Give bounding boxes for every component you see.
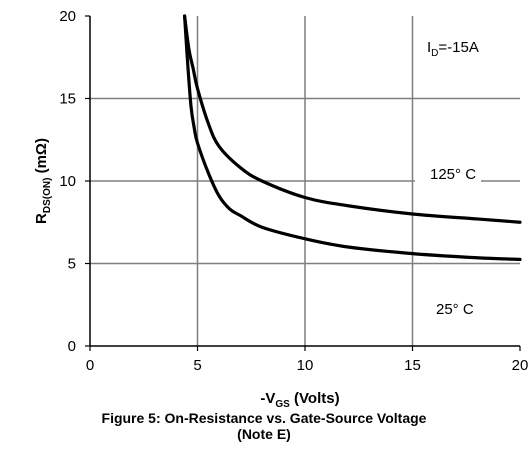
y-axis-title-sub: DS(ON)	[42, 178, 53, 214]
x-tick-label: 15	[404, 357, 421, 374]
y-tick-label: 15	[59, 91, 76, 108]
x-tick-label: 20	[512, 357, 528, 374]
x-tick-label: 10	[297, 357, 314, 374]
y-tick-label: 10	[59, 173, 76, 190]
y-axis-title-unit: (mΩ)	[33, 138, 50, 178]
current-annotation-letter: I	[427, 39, 431, 56]
current-annotation: ID=-15A	[427, 39, 479, 59]
y-tick-label: 0	[68, 338, 76, 355]
y-tick-label: 20	[59, 8, 76, 25]
figure-caption-line-2: (Note E)	[237, 426, 291, 442]
x-axis-title-unit: (Volts)	[290, 390, 340, 407]
series-line-125c	[183, 14, 522, 224]
current-annotation-value: =-15A	[438, 39, 478, 56]
series-layer	[183, 14, 522, 261]
y-tick-label: 5	[68, 256, 76, 273]
x-axis-title-sub: GS	[275, 399, 290, 410]
y-axis-title: RDS(ON) (mΩ)	[33, 138, 53, 224]
label-125c-background	[415, 163, 481, 185]
grid-layer	[89, 16, 520, 347]
tick-layer: 0 5 10 15 20 0 5 10 15 20	[59, 8, 528, 374]
series-label-125c: 125° C	[430, 166, 476, 183]
x-axis-title: -VGS (Volts)	[260, 390, 339, 410]
series-line-25c	[183, 14, 522, 261]
series-label-25c: 25° C	[436, 301, 474, 318]
x-tick-label: 5	[193, 357, 201, 374]
y-axis-title-main: R	[33, 213, 50, 224]
current-annotation-sub: D	[431, 48, 438, 59]
x-axis-title-main: -V	[260, 390, 275, 407]
x-tick-label: 0	[86, 357, 94, 374]
figure-caption-line-1: Figure 5: On-Resistance vs. Gate-Source …	[101, 410, 427, 426]
